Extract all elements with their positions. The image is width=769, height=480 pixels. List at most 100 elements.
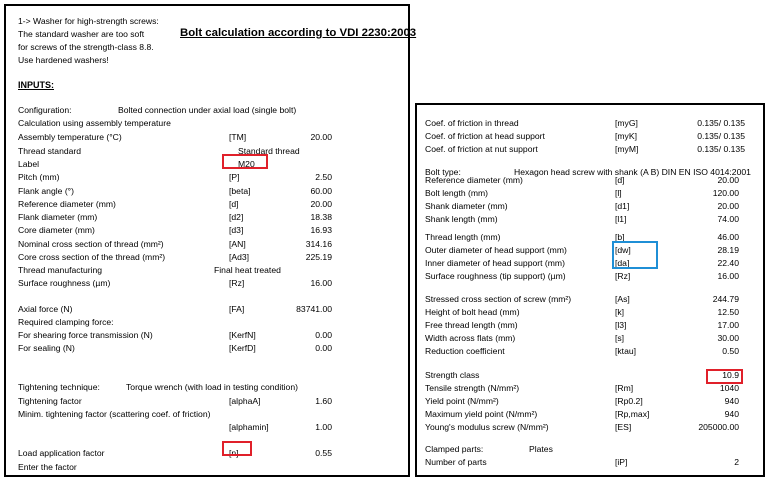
bolt-row-label: Width across flats (mm) <box>425 333 516 343</box>
bolt-row-value: 205000.00 <box>698 422 739 432</box>
bolt-row-symbol: [As] <box>615 294 630 304</box>
input-row-label: Thread standard <box>18 146 82 156</box>
input-row-symbol: [KerfN] <box>229 330 256 340</box>
bolt-row-label: Maximum yield point (N/mm²) <box>425 409 538 419</box>
input-row-value: 225.19 <box>305 252 332 262</box>
bolt-row-value: 16.00 <box>717 271 739 281</box>
input-row-symbol: [d] <box>229 199 239 209</box>
input-row-label: Assembly temperature (°C) <box>18 132 122 142</box>
bolt-row-value: 17.00 <box>717 320 739 330</box>
bolt-row-label: Inner diameter of head support (mm) <box>425 258 565 268</box>
bolt-row-value: Plates <box>529 444 553 454</box>
input-row-symbol: [d3] <box>229 225 244 235</box>
input-row-value: 20.00 <box>310 199 332 209</box>
bolt-row-label: Reduction coefficient <box>425 346 505 356</box>
bolt-row-value: 10.9 <box>722 370 739 380</box>
input-row-label: Flank diameter (mm) <box>18 212 98 222</box>
input-row-value: 0.55 <box>315 448 332 458</box>
bolt-row-value: 28.19 <box>717 245 739 255</box>
input-row-symbol: [d2] <box>229 212 244 222</box>
friction-row-value: 0.135/ 0.135 <box>697 131 745 141</box>
bolt-row-label: Yield point (N/mm²) <box>425 396 499 406</box>
washer-note-line-4: Use hardened washers! <box>18 55 109 65</box>
bolt-row-symbol: [l3] <box>615 320 627 330</box>
input-row-value: Torque wrench (with load in testing cond… <box>126 382 298 392</box>
input-row-value: 314.16 <box>305 239 332 249</box>
page-title: Bolt calculation according to VDI 2230:2… <box>180 27 417 39</box>
bolt-row-value: 1040 <box>719 383 739 393</box>
input-row-label: Tightening factor <box>18 396 82 406</box>
bolt-row-label: Outer diameter of head support (mm) <box>425 245 567 255</box>
input-row-label: Core diameter (mm) <box>18 225 95 235</box>
input-row-symbol: [alphamin] <box>229 422 269 432</box>
input-row-symbol: [n] <box>229 448 239 458</box>
input-row-value: 1.60 <box>315 396 332 406</box>
input-row-label: Minim. tightening factor (scattering coe… <box>18 409 211 419</box>
friction-row-symbol: [myM] <box>615 144 639 154</box>
input-row-label: Load application factor <box>18 448 105 458</box>
bolt-row-symbol: [dw] <box>615 245 631 255</box>
input-row-symbol: [Ad3] <box>229 252 250 262</box>
input-row-value: 2.50 <box>315 172 332 182</box>
bolt-row-value: 22.40 <box>717 258 739 268</box>
bolt-row-value: 244.79 <box>712 294 739 304</box>
bolt-row-symbol: [s] <box>615 333 625 343</box>
input-row-value: 16.00 <box>310 278 332 288</box>
input-row-symbol: [KerfD] <box>229 343 256 353</box>
input-row-value: 83741.00 <box>296 304 332 314</box>
bolt-row-value: 12.50 <box>717 307 739 317</box>
bolt-row-label: Thread length (mm) <box>425 232 501 242</box>
bolt-row-symbol: [b] <box>615 232 625 242</box>
bolt-row-value: 20.00 <box>717 201 739 211</box>
input-row-value: M20 <box>238 159 255 169</box>
bolt-row-symbol: [l] <box>615 188 622 198</box>
input-row-symbol: [beta] <box>229 186 251 196</box>
input-row-value: Final heat treated <box>214 265 281 275</box>
input-row-value: 20.00 <box>310 132 332 142</box>
input-row-value: 1.00 <box>315 422 332 432</box>
bolt-type-value: Hexagon head screw with shank (A B) DIN … <box>514 167 751 177</box>
bolt-row-label: Stressed cross section of screw (mm²) <box>425 294 572 304</box>
input-row-value: 18.38 <box>310 212 332 222</box>
washer-note-line-1: 1-> Washer for high-strength screws: <box>18 16 159 26</box>
washer-note-line-3: for screws of the strength-class 8.8. <box>18 42 154 52</box>
input-row-label: Thread manufacturing <box>18 265 103 275</box>
bolt-row-value: 74.00 <box>717 214 739 224</box>
input-row-symbol: [FA] <box>229 304 245 314</box>
bolt-row-label: Tensile strength (N/mm²) <box>425 383 520 393</box>
input-row-symbol: [P] <box>229 172 240 182</box>
bolt-row-symbol: [d1] <box>615 201 630 211</box>
bolt-row-value: 2 <box>734 457 739 467</box>
input-row-label: For sealing (N) <box>18 343 75 353</box>
bolt-row-symbol: [Rp0.2] <box>615 396 643 406</box>
calculation-note: Calculation using assembly temperature <box>18 118 171 128</box>
input-row-label: Flank angle (°) <box>18 186 74 196</box>
washer-note-line-2: The standard washer are too soft <box>18 29 145 39</box>
input-row-value: 60.00 <box>310 186 332 196</box>
bolt-row-label: Number of parts <box>425 457 487 467</box>
friction-row-symbol: [myK] <box>615 131 637 141</box>
friction-row-label: Coef. of friction in thread <box>425 118 519 128</box>
bolt-row-symbol: [k] <box>615 307 625 317</box>
bolt-row-symbol: [ktau] <box>615 346 637 356</box>
input-row-label: Enter the factor <box>18 462 77 472</box>
bolt-row-symbol: [d] <box>615 175 625 185</box>
bolt-row-label: Reference diameter (mm) <box>425 175 523 185</box>
bolt-row-symbol: [Rm] <box>615 383 634 393</box>
input-row-label: Required clamping force: <box>18 317 114 327</box>
bolt-row-symbol: [iP] <box>615 457 628 467</box>
input-row-value: 16.93 <box>310 225 332 235</box>
friction-row-value: 0.135/ 0.135 <box>697 118 745 128</box>
input-row-label: Axial force (N) <box>18 304 73 314</box>
bolt-row-value: 940 <box>724 409 739 419</box>
input-row-value: 0.00 <box>315 330 332 340</box>
bolt-row-symbol: [da] <box>615 258 630 268</box>
bolt-row-label: Clamped parts: <box>425 444 484 454</box>
bolt-row-label: Height of bolt head (mm) <box>425 307 520 317</box>
bolt-row-symbol: [ES] <box>615 422 632 432</box>
bolt-row-label: Free thread length (mm) <box>425 320 518 330</box>
friction-row-value: 0.135/ 0.135 <box>697 144 745 154</box>
friction-row-label: Coef. of friction at head support <box>425 131 545 141</box>
input-row-label: Core cross section of the thread (mm²) <box>18 252 166 262</box>
bolt-data-panel: Coef. of friction in thread [myG] 0.135/ 0… <box>415 103 765 477</box>
